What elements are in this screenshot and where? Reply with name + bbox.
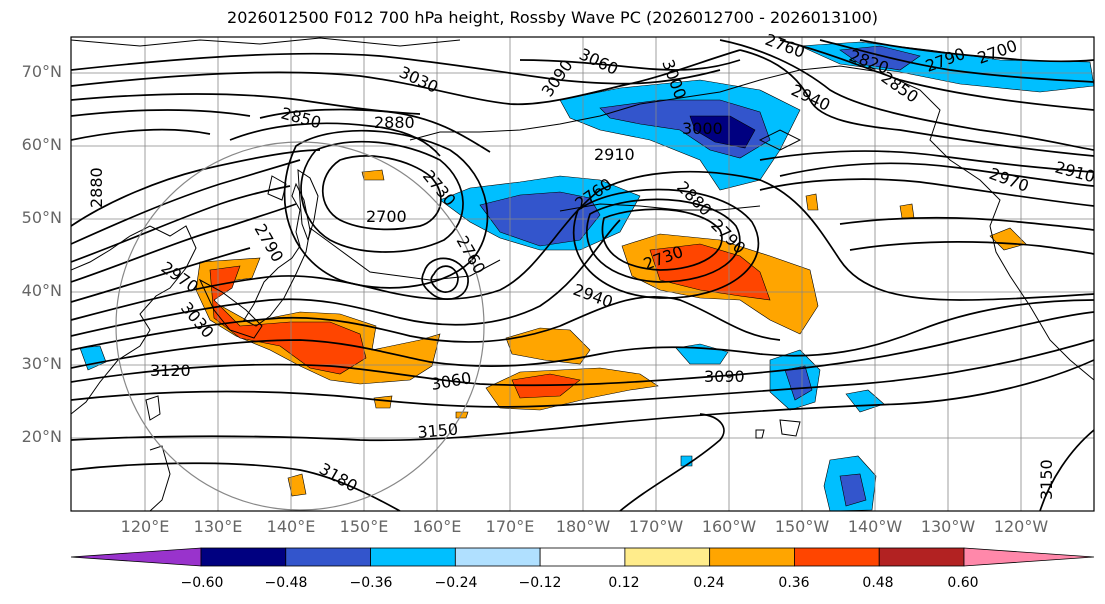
lat-tick-50n: 50°N <box>21 208 62 227</box>
colorbar-tick: 0.60 <box>947 575 979 591</box>
colorbar-tick: −0.36 <box>349 575 393 591</box>
colorbar-segment <box>624 547 711 567</box>
contour-label: 2880 <box>374 113 415 132</box>
positive-anomaly-area <box>485 367 659 411</box>
lon-tick-140e: 140°E <box>266 517 316 536</box>
lon-tick-170w: 170°W <box>628 517 684 536</box>
contour-label: 2700 <box>366 207 407 226</box>
contour-label: 3000 <box>682 119 723 138</box>
colorbar-segment <box>539 547 626 567</box>
negative-anomaly-area <box>784 365 813 401</box>
lat-tick-20n: 20°N <box>21 427 62 446</box>
positive-anomaly-area <box>373 395 393 409</box>
colorbar-tick: −0.48 <box>264 575 308 591</box>
colorbar-segment <box>285 547 371 567</box>
lat-tick-60n: 60°N <box>21 135 62 154</box>
lat-tick-40n: 40°N <box>21 281 62 300</box>
contour-label: 3060 <box>429 368 472 394</box>
contour-label: 3090 <box>704 367 745 386</box>
lat-tick-30n: 30°N <box>21 354 62 373</box>
contour-label: 2880 <box>673 177 715 219</box>
colorbar-segment <box>963 547 1095 567</box>
colorbar-segment <box>370 547 456 567</box>
height-contours <box>71 39 1094 511</box>
colorbar <box>70 547 1095 567</box>
lon-tick-130e: 130°E <box>193 517 243 536</box>
positive-anomaly-area <box>455 411 469 419</box>
grid-lines <box>71 37 1094 511</box>
colorbar-segment <box>794 547 880 567</box>
colorbar-segment <box>709 547 795 567</box>
negative-anomaly-area <box>79 345 107 371</box>
negative-anomaly-area <box>689 115 756 149</box>
contour-label: 3180 <box>316 459 361 496</box>
lon-tick-150e: 150°E <box>339 517 389 536</box>
contour-label: 3030 <box>396 62 441 96</box>
lon-tick-120e: 120°E <box>120 517 170 536</box>
lon-tick-160e: 160°E <box>412 517 462 536</box>
positive-anomaly-area <box>361 169 385 181</box>
coastlines <box>71 37 1094 511</box>
positive-anomaly-area <box>805 193 819 211</box>
colorbar-segment <box>200 547 287 567</box>
contour-label: 2910 <box>594 145 635 164</box>
negative-anomaly-area <box>839 473 867 507</box>
lon-tick-180w: 180°W <box>555 517 611 536</box>
colorbar-tick: −0.60 <box>180 575 224 591</box>
colorbar-tick: 0.12 <box>608 575 640 591</box>
colorbar-tick: 0.24 <box>693 575 725 591</box>
contour-label: 3150 <box>1037 459 1056 500</box>
lon-tick-170e: 170°E <box>485 517 535 536</box>
map-frame <box>70 36 1095 512</box>
colorbar-tick: 0.36 <box>778 575 810 591</box>
contour-label: 3120 <box>150 361 191 380</box>
lon-tick-130w: 130°W <box>920 517 976 536</box>
contour-label: 3150 <box>417 420 459 442</box>
map-title: 2026012500 F012 700 hPa height, Rossby W… <box>227 8 878 27</box>
shading-layer <box>79 41 1094 511</box>
lon-tick-120w: 120°W <box>993 517 1049 536</box>
contour-label: 2880 <box>87 167 106 208</box>
lat-tick-70n: 70°N <box>21 62 62 81</box>
projection-circle <box>115 141 485 511</box>
colorbar-tick: 0.48 <box>862 575 894 591</box>
colorbar-segment <box>454 547 541 567</box>
positive-anomaly-area <box>649 243 771 301</box>
colorbar-segment <box>878 547 965 567</box>
lon-tick-160w: 160°W <box>701 517 757 536</box>
lon-tick-150w: 150°W <box>774 517 830 536</box>
contour-label: 2970 <box>987 164 1032 196</box>
colorbar-segment <box>70 547 202 567</box>
positive-anomaly-area <box>899 203 915 219</box>
negative-anomaly-area <box>845 389 885 413</box>
colorbar-tick: −0.12 <box>518 575 562 591</box>
lon-tick-140w: 140°W <box>847 517 903 536</box>
contour-label: 2760 <box>763 30 808 62</box>
colorbar-tick: −0.24 <box>434 575 478 591</box>
contour-label: 2850 <box>279 104 323 133</box>
